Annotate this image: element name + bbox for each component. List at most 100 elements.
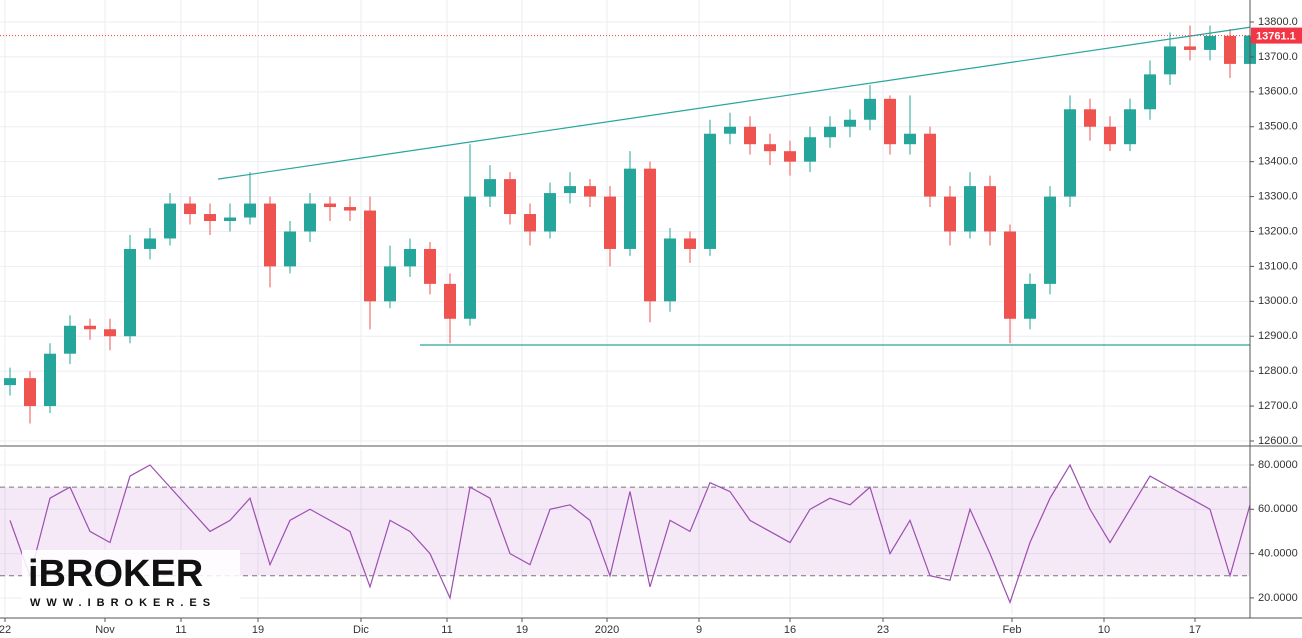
x-tick-label: 23 [877,624,889,636]
candle-body [144,238,156,249]
candle-body [384,266,396,302]
candle-body [224,217,236,222]
x-tick-label: 19 [516,624,528,636]
y-tick-label: 13400.0 [1258,156,1298,168]
logo-backdrop [22,550,240,616]
y-tick-label: 13300.0 [1258,190,1298,202]
candle-body [264,203,276,267]
x-tick-label: 2020 [595,624,619,636]
candle-body [884,98,896,145]
y-tick-label: 13100.0 [1258,260,1298,272]
candle-body [184,203,196,215]
candle-body [684,238,696,249]
candle-body [304,203,316,232]
candle-body [124,248,136,337]
candle-body [1044,196,1056,284]
candle-body [944,196,956,232]
candle-body [844,119,856,127]
candle-body [244,203,256,218]
candle-body [664,238,676,302]
candle-body [964,186,976,232]
x-tick-label: 11 [441,624,452,636]
candle-body [344,207,356,211]
candle-body [784,151,796,162]
candle-body [584,186,596,197]
candle-body [524,214,536,232]
candle-body [824,126,836,138]
y-tick-label: 13000.0 [1258,295,1298,307]
y-tick-label: 40.0000 [1258,548,1298,560]
candle-body [324,203,336,208]
x-tick-label: 9 [696,624,702,636]
candle-body [1004,231,1016,319]
candle-body [624,168,636,249]
candle-body [84,325,96,330]
trendline [217,26,1251,180]
x-tick-label: Dic [353,624,369,636]
candle-body [864,98,876,120]
candle-body [204,214,216,222]
candle-body [644,168,656,302]
candle-body [444,283,456,319]
x-tick-label: 11 [175,624,186,636]
candle-body [364,210,376,302]
candle-body [24,378,36,407]
candle-body [1124,109,1136,145]
candle-body [804,137,816,162]
y-tick-label: 12900.0 [1258,330,1298,342]
last-price-box [1251,27,1302,44]
y-tick-label: 20.0000 [1258,592,1298,604]
rsi-line [9,463,1251,605]
candle-body [904,133,916,145]
x-tick-label: 22 [0,624,11,636]
y-tick-label: 13800.0 [1258,16,1298,28]
candle-body [1104,126,1116,145]
candle-body [1144,74,1156,110]
x-tick-label: Nov [95,624,115,636]
candle-body [164,203,176,239]
candle-body [764,144,776,152]
y-tick-label: 60.0000 [1258,503,1298,515]
candle-body [504,179,516,215]
candle-body [1204,35,1216,50]
y-tick-label: 13700.0 [1258,51,1298,63]
last-price-label: 13761.1 [1256,30,1296,42]
logo-name: iBROKER [28,553,203,595]
x-tick-label: 17 [1189,624,1201,636]
candle-body [924,133,936,197]
candle-body [44,353,56,407]
y-tick-label: 12800.0 [1258,365,1298,377]
candle-body [1184,46,1196,50]
candle-body [104,329,116,337]
candle-body [564,186,576,194]
candle-body [1064,109,1076,197]
candle-body [1224,35,1236,64]
candle-body [464,196,476,319]
x-tick-label: 19 [252,624,264,636]
y-tick-label: 12700.0 [1258,400,1298,412]
candle-body [404,248,416,267]
candle-body [604,196,616,249]
candle-body [1024,283,1036,319]
y-tick-label: 13500.0 [1258,121,1298,133]
candle-body [544,193,556,232]
candle-body [1164,46,1176,75]
y-tick-label: 80.0000 [1258,459,1298,471]
logo: iBROKER WWW.IBROKER.ES [22,550,240,616]
candle-body [424,248,436,284]
candle-body [4,378,16,386]
candle-body [724,126,736,134]
candle-body [744,126,756,145]
x-tick-label: 16 [784,624,796,636]
candle-body [284,231,296,267]
candle-body [1084,109,1096,127]
logo-url: WWW.IBROKER.ES [30,597,216,609]
x-tick-label: Feb [1003,624,1022,636]
candle-body [704,133,716,249]
x-tick-label: 10 [1098,624,1110,636]
y-tick-label: 13200.0 [1258,225,1298,237]
y-tick-label: 12600.0 [1258,435,1298,447]
plot [0,25,1256,605]
